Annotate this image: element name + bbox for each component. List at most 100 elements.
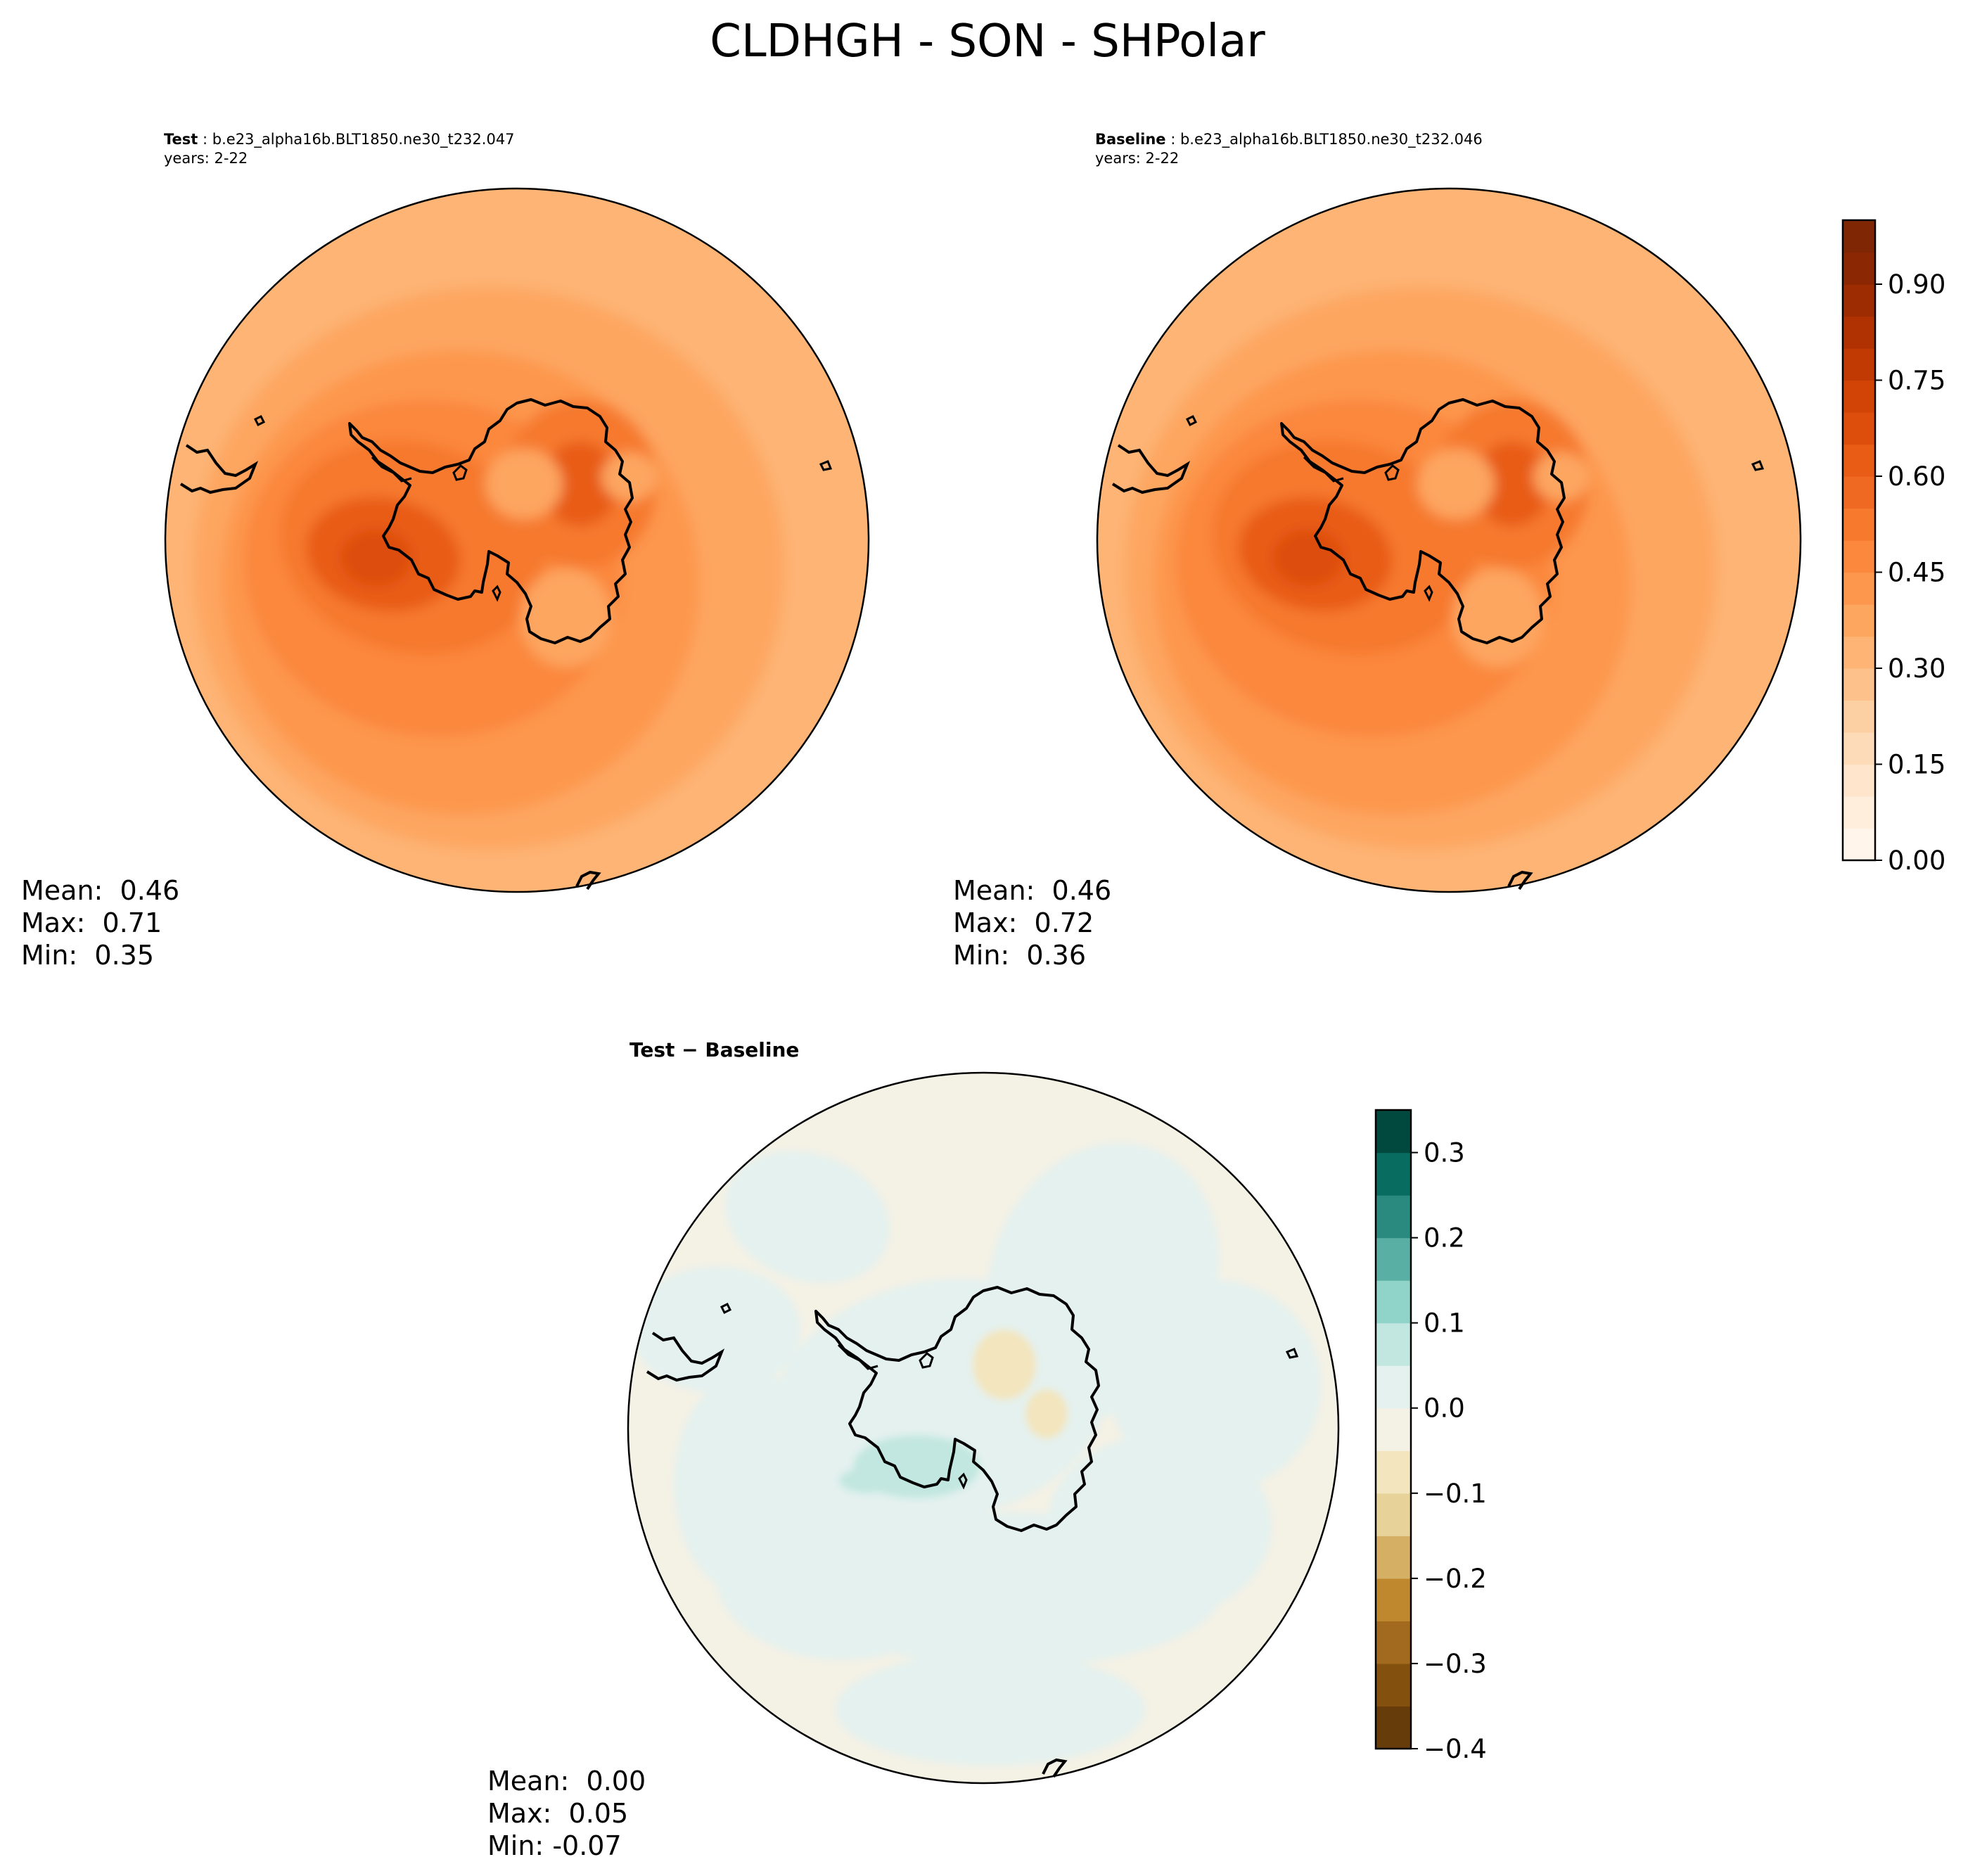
- field-contour: [520, 568, 612, 667]
- diff-mean-value: 0.00: [586, 1766, 646, 1797]
- diff-colorbar-band: [1376, 1621, 1411, 1664]
- main-colorbar-tick-label: 0.60: [1888, 461, 1945, 492]
- main-colorbar-band: [1843, 284, 1875, 317]
- field-contour: [542, 442, 619, 526]
- diff-mean-label: Mean:: [487, 1766, 570, 1797]
- test-max-value: 0.71: [102, 907, 162, 938]
- test-max-label: Max:: [21, 907, 86, 938]
- main-colorbar-band: [1843, 348, 1875, 381]
- diff-positive-region: [674, 1372, 829, 1597]
- main-colorbar-band: [1843, 764, 1875, 797]
- field-contour: [601, 452, 658, 502]
- diff-colorbar-band: [1376, 1195, 1411, 1239]
- baseline-stats: Mean: 0.46 Max: 0.72 Min: 0.36: [953, 874, 1111, 971]
- diff-positive-region: [725, 1150, 890, 1284]
- field-contour: [1452, 568, 1544, 667]
- baseline-min-value: 0.36: [1026, 940, 1087, 971]
- diff-max-value: 0.05: [568, 1798, 629, 1829]
- diff-min-label: Min:: [487, 1830, 544, 1861]
- main-colorbar-band: [1843, 220, 1875, 253]
- diff-colorbar-band: [1376, 1365, 1411, 1409]
- main-colorbar-tick-label: 0.15: [1888, 750, 1945, 780]
- main-colorbar-band: [1843, 252, 1875, 285]
- main-colorbar-band: [1843, 700, 1875, 733]
- diff-colorbar-tick-label: 0.0: [1424, 1393, 1465, 1424]
- diff-negative-region: [973, 1329, 1036, 1400]
- main-colorbar-tick-label: 0.45: [1888, 558, 1945, 588]
- baseline-case: b.e23_alpha16b.BLT1850.ne30_t232.046: [1180, 131, 1483, 148]
- main-colorbar-band: [1843, 828, 1875, 861]
- field-contour: [1533, 452, 1590, 502]
- main-colorbar-band: [1843, 316, 1875, 349]
- main-colorbar-tick-label: 0.30: [1888, 653, 1945, 684]
- diff-colorbar-band: [1376, 1152, 1411, 1196]
- baseline-label: Baseline: [1095, 131, 1166, 148]
- diff-max-label: Max:: [487, 1798, 552, 1829]
- diff-colorbar-band: [1376, 1408, 1411, 1451]
- diff-colorbar-band: [1376, 1663, 1411, 1707]
- test-panel-title: Test : b.e23_alpha16b.BLT1850.ne30_t232.…: [164, 130, 515, 168]
- diff-colorbar-tick-label: −0.3: [1424, 1649, 1487, 1679]
- baseline-map: [1096, 187, 1802, 893]
- main-colorbar-band: [1843, 380, 1875, 413]
- figure-title: CLDHGH - SON - SHPolar: [710, 15, 1265, 68]
- diff-colorbar-band: [1376, 1578, 1411, 1621]
- test-colon: :: [198, 131, 212, 148]
- diff-positive-region: [836, 1653, 1145, 1766]
- diff-colorbar-band: [1376, 1237, 1411, 1281]
- baseline-panel-title: Baseline : b.e23_alpha16b.BLT1850.ne30_t…: [1095, 130, 1483, 168]
- field-contour: [1474, 442, 1551, 526]
- main-colorbar-band: [1843, 476, 1875, 509]
- diff-panel-title: Test − Baseline: [629, 1038, 800, 1061]
- main-colorbar-band: [1843, 540, 1875, 573]
- main-colorbar-band: [1843, 412, 1875, 445]
- main-colorbar-band: [1843, 508, 1875, 541]
- test-map: [164, 187, 870, 893]
- main-colorbar-band: [1843, 636, 1875, 669]
- main-colorbar-band: [1843, 572, 1875, 605]
- diff-colorbar-tick-label: −0.1: [1424, 1479, 1487, 1509]
- diff-colorbar-tick-label: −0.4: [1424, 1734, 1487, 1764]
- test-mean-label: Mean:: [21, 875, 103, 906]
- field-contour: [1273, 530, 1343, 586]
- colorbar-diff: −0.4 −0.3 −0.2 −0.1 0.0 0.1 0.2 0.3: [1374, 1109, 1487, 1764]
- test-min-label: Min:: [21, 940, 78, 971]
- diff-map: [627, 1071, 1340, 1785]
- baseline-mean-label: Mean:: [953, 875, 1035, 906]
- baseline-max-value: 0.72: [1034, 907, 1094, 938]
- main-colorbar-band: [1843, 604, 1875, 637]
- diff-colorbar-band: [1376, 1706, 1411, 1749]
- diff-colorbar-frame: [1374, 1109, 1412, 1750]
- baseline-years: years: 2-22: [1095, 150, 1180, 167]
- main-colorbar-tick-label: 0.00: [1888, 846, 1945, 876]
- field-contour: [341, 530, 411, 586]
- test-mean-value: 0.46: [120, 875, 180, 906]
- diff-colorbar-band: [1376, 1110, 1411, 1154]
- test-years: years: 2-22: [164, 150, 248, 167]
- test-stats: Mean: 0.46 Max: 0.71 Min: 0.35: [21, 874, 179, 971]
- diff-positive-region: [632, 1266, 800, 1393]
- diff-colorbar-band: [1376, 1536, 1411, 1579]
- main-colorbar-band: [1843, 444, 1875, 477]
- field-contour: [1417, 449, 1495, 519]
- diff-positive-region: [1047, 1435, 1272, 1618]
- field-contour: [485, 449, 563, 519]
- diff-colorbar-tick-label: 0.1: [1424, 1308, 1465, 1339]
- main-colorbar-band: [1843, 796, 1875, 829]
- main-colorbar-tick-label: 0.90: [1888, 269, 1945, 300]
- test-case: b.e23_alpha16b.BLT1850.ne30_t232.047: [212, 131, 515, 148]
- diff-colorbar-tick-label: 0.3: [1424, 1138, 1465, 1168]
- baseline-colon: :: [1165, 131, 1180, 148]
- diff-colorbar-band: [1376, 1280, 1411, 1324]
- diff-colorbar-band: [1376, 1322, 1411, 1366]
- diff-positive-core: [839, 1468, 895, 1493]
- colorbar-main: 0.00 0.15 0.30 0.45 0.60 0.75 0.90: [1841, 219, 1945, 876]
- diff-min-value: -0.07: [552, 1830, 622, 1861]
- diff-colorbar-tick-label: 0.2: [1424, 1223, 1465, 1253]
- test-label: Test: [164, 131, 198, 148]
- main-colorbar-tick-label: 0.75: [1888, 366, 1945, 396]
- diff-colorbar-tick-label: −0.2: [1424, 1564, 1487, 1594]
- diff-stats: Mean: 0.00 Max: 0.05 Min: -0.07: [487, 1765, 646, 1862]
- baseline-mean-value: 0.46: [1052, 875, 1112, 906]
